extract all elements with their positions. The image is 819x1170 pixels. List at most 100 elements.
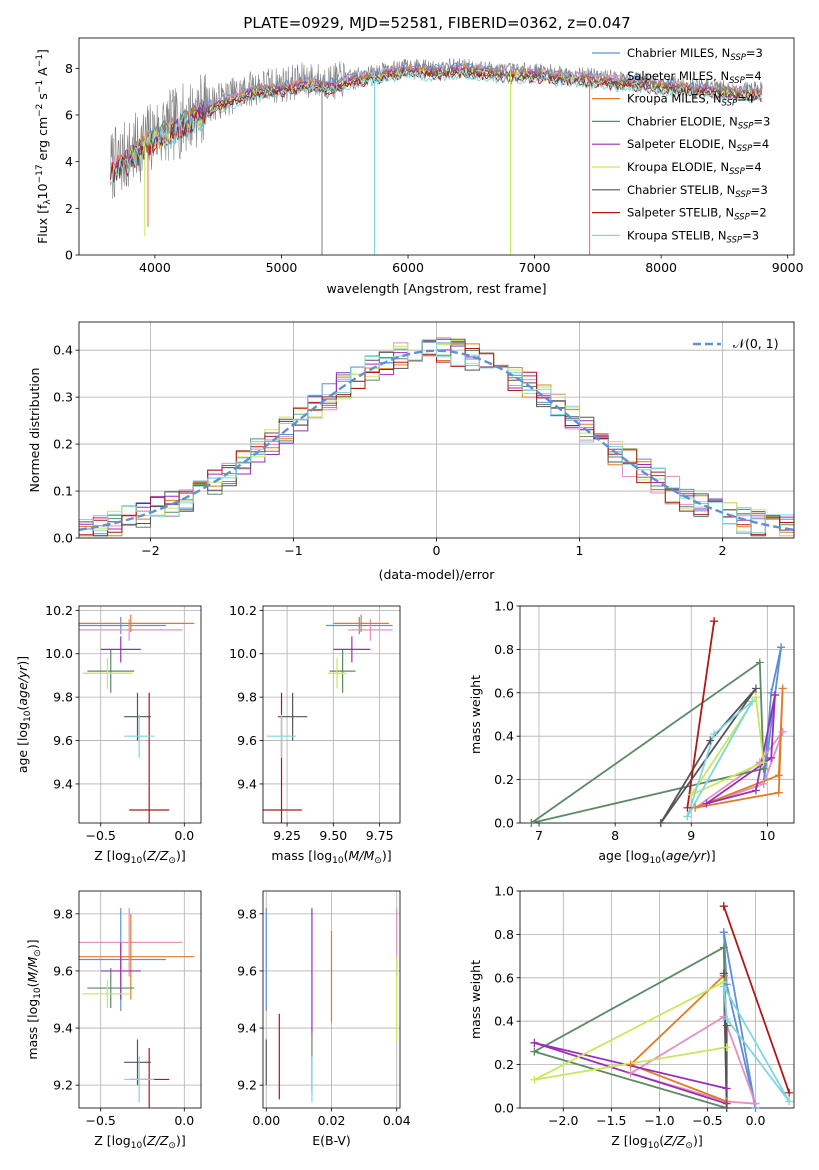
axes-frame [78, 890, 202, 1109]
x-tick-label: 2 [719, 543, 727, 558]
label-part: Z [log [94, 848, 130, 863]
weight-marker [751, 693, 760, 702]
x-tick-label: 6000 [392, 260, 424, 275]
x-axis-label: mass [log10(M/M⊙)] [271, 848, 391, 866]
label-part: −17 [35, 164, 45, 183]
x-tick-label: 10 [759, 828, 775, 843]
x-tick-label: 9 [687, 828, 695, 843]
x-tick-label: −2.0 [548, 1113, 578, 1128]
weight-marker [719, 928, 728, 937]
x-tick-label: −0.5 [692, 1113, 722, 1128]
ticks: −0.5 0.0 9.2 9.4 9.6 9.8 [53, 906, 194, 1128]
weight-series [722, 986, 790, 1103]
label-part: Z/Z [146, 848, 169, 863]
model-spectrum [110, 61, 763, 174]
y-tick-label: 6 [65, 108, 73, 123]
weight-marker [722, 1104, 731, 1112]
error-point [348, 619, 393, 641]
error-point [124, 1039, 151, 1086]
weight-marker [702, 799, 711, 808]
error-point [82, 979, 133, 1009]
y-tick-label: 0.4 [53, 343, 73, 358]
weight-marker [719, 902, 728, 911]
weight-marker [785, 1097, 794, 1106]
grid [263, 606, 400, 823]
weight-marker [706, 736, 715, 745]
legend-label: Salpeter MILES, NSSP=4 [627, 69, 762, 86]
plot-area [79, 908, 195, 1108]
legend-label: Chabrier MILES, NSSP=3 [627, 46, 763, 63]
label-part: 10 [35, 183, 50, 199]
y-tick-label: 9.4 [237, 1021, 257, 1036]
plot-area [533, 905, 791, 1108]
label-part: Flux [f [35, 204, 50, 244]
axes-frame [78, 321, 795, 539]
label-part: Kroupa ELODIE, N [627, 160, 729, 174]
weight-marker [530, 1047, 539, 1056]
ticks: −0.5 0.0 9.4 9.6 9.8 10.0 10.2 [45, 603, 194, 843]
label-part: =4 [737, 92, 754, 106]
label-part: ( [15, 706, 30, 711]
figure-title: PLATE=0929, MJD=52581, FIBERID=0362, z=0… [243, 14, 630, 32]
y-tick-label: 0.2 [53, 437, 73, 452]
axes-age_vs_Z: −0.5 0.0 9.4 9.6 9.8 10.0 10.2 [45, 603, 202, 843]
label-part: ⊙ [685, 1141, 693, 1151]
plot-area [263, 614, 393, 823]
y-tick-label: 9.8 [237, 690, 257, 705]
label-part: E(B-V) [312, 1133, 351, 1148]
y-tick-label: 9.8 [53, 690, 73, 705]
error-point [124, 714, 155, 758]
error-point [100, 942, 141, 1000]
weight-marker [719, 982, 728, 991]
error-point [329, 649, 356, 693]
ticks: 9.25 9.50 9.75 9.4 9.6 9.8 10.0 10.2 [229, 603, 393, 843]
x-axis-label: age [log10(age/yr)] [598, 848, 715, 866]
label-part: )] [25, 939, 40, 949]
weight-marker [722, 1084, 731, 1093]
y-tick-label: 4 [65, 154, 73, 169]
x-axis-label: E(B-V) [312, 1133, 351, 1148]
label-part: 10 [131, 1141, 143, 1151]
x-tick-label: −0.5 [86, 828, 116, 843]
grid [79, 606, 201, 823]
label-part: SSP [729, 76, 745, 86]
error-point [87, 968, 135, 1009]
label-part: s [35, 93, 50, 104]
legend-label: 𝒩(0, 1) [733, 336, 779, 351]
label-part: )] [382, 848, 392, 863]
x-tick-label: −0.5 [86, 1113, 116, 1128]
legend-label: Kroupa STELIB, NSSP=3 [627, 228, 759, 245]
error-point [277, 692, 308, 741]
label-part: ⊙ [374, 856, 382, 866]
y-tick-label: 9.6 [53, 963, 73, 978]
y-tick-label: 0.0 [494, 816, 514, 831]
x-tick-label: 8000 [645, 260, 677, 275]
weight-marker [626, 1060, 635, 1069]
y-tick-label: 8 [65, 61, 73, 76]
axes-spectrum: 4000 5000 6000 7000 8000 9000 0 2 4 6 8 [65, 37, 804, 275]
label-part: M/M [25, 956, 40, 982]
label-part: )] [176, 1133, 186, 1148]
label-part: 10 [332, 856, 344, 866]
weight-marker [530, 1075, 539, 1084]
label-part: SSP [727, 235, 743, 245]
label-part: =3 [742, 228, 759, 242]
label-part: Chabrier MILES, N [627, 46, 730, 60]
plot-area [79, 337, 794, 537]
error-point [82, 658, 133, 689]
weight-marker [759, 779, 768, 788]
axes-frame [519, 890, 795, 1109]
weight-marker [722, 1015, 731, 1024]
weight-series [660, 687, 757, 823]
label-part: Chabrier ELODIE, N [627, 114, 738, 128]
label-part: 10 [33, 987, 43, 999]
y-tick-label: 1.0 [494, 884, 514, 899]
error-point [124, 1056, 155, 1103]
y-axis-label: Normed distribution [27, 368, 42, 493]
weight-marker [767, 753, 776, 762]
label-part: −1 [35, 54, 45, 67]
label-part: erg cm [35, 117, 50, 165]
y-tick-label: 9.6 [53, 733, 73, 748]
y-axis-label: mass weight [468, 675, 483, 754]
